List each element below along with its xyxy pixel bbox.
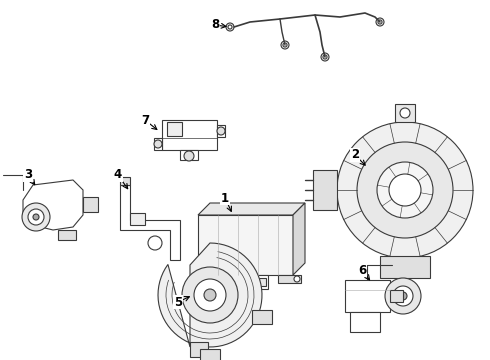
Polygon shape bbox=[278, 275, 301, 283]
Polygon shape bbox=[190, 275, 213, 283]
Text: 2: 2 bbox=[351, 148, 365, 165]
FancyBboxPatch shape bbox=[313, 170, 337, 210]
Circle shape bbox=[376, 18, 384, 26]
FancyBboxPatch shape bbox=[167, 122, 182, 136]
FancyBboxPatch shape bbox=[235, 278, 242, 286]
Text: 3: 3 bbox=[24, 168, 35, 185]
Circle shape bbox=[399, 292, 407, 300]
Text: 5: 5 bbox=[174, 296, 189, 309]
FancyBboxPatch shape bbox=[162, 120, 217, 150]
FancyBboxPatch shape bbox=[252, 310, 272, 324]
FancyBboxPatch shape bbox=[259, 278, 266, 286]
Polygon shape bbox=[293, 203, 305, 275]
FancyBboxPatch shape bbox=[380, 256, 430, 278]
Circle shape bbox=[389, 174, 421, 206]
Polygon shape bbox=[23, 180, 83, 230]
FancyBboxPatch shape bbox=[154, 138, 162, 150]
FancyBboxPatch shape bbox=[130, 213, 145, 225]
Circle shape bbox=[22, 203, 50, 231]
FancyBboxPatch shape bbox=[200, 349, 220, 360]
Circle shape bbox=[385, 278, 421, 314]
Text: 1: 1 bbox=[221, 192, 231, 211]
FancyBboxPatch shape bbox=[217, 125, 225, 137]
Text: 6: 6 bbox=[358, 264, 369, 280]
FancyBboxPatch shape bbox=[190, 342, 208, 357]
Text: 7: 7 bbox=[141, 113, 157, 130]
Circle shape bbox=[148, 236, 162, 250]
FancyBboxPatch shape bbox=[180, 150, 198, 160]
FancyBboxPatch shape bbox=[223, 275, 268, 289]
FancyBboxPatch shape bbox=[58, 230, 76, 240]
Circle shape bbox=[199, 276, 205, 282]
Circle shape bbox=[281, 41, 289, 49]
Circle shape bbox=[393, 286, 413, 306]
FancyBboxPatch shape bbox=[247, 278, 254, 286]
Circle shape bbox=[217, 127, 225, 135]
Circle shape bbox=[154, 140, 162, 148]
Text: 8: 8 bbox=[211, 18, 226, 31]
Circle shape bbox=[400, 108, 410, 118]
Circle shape bbox=[33, 214, 39, 220]
FancyBboxPatch shape bbox=[395, 104, 415, 122]
Polygon shape bbox=[120, 185, 180, 260]
Circle shape bbox=[357, 142, 453, 238]
Circle shape bbox=[294, 276, 300, 282]
Circle shape bbox=[28, 209, 44, 225]
Circle shape bbox=[228, 25, 232, 29]
Circle shape bbox=[378, 20, 382, 24]
Circle shape bbox=[337, 122, 473, 258]
Circle shape bbox=[323, 55, 327, 59]
FancyBboxPatch shape bbox=[350, 312, 380, 332]
Polygon shape bbox=[158, 243, 262, 347]
Circle shape bbox=[283, 43, 287, 47]
FancyBboxPatch shape bbox=[198, 215, 293, 275]
Circle shape bbox=[184, 151, 194, 161]
Polygon shape bbox=[198, 203, 305, 215]
Circle shape bbox=[321, 53, 329, 61]
Circle shape bbox=[377, 162, 433, 218]
Circle shape bbox=[204, 289, 216, 301]
Circle shape bbox=[194, 279, 226, 311]
FancyBboxPatch shape bbox=[390, 290, 403, 302]
Text: 4: 4 bbox=[114, 168, 128, 189]
FancyBboxPatch shape bbox=[83, 197, 98, 212]
FancyBboxPatch shape bbox=[345, 280, 390, 312]
Circle shape bbox=[182, 267, 238, 323]
Circle shape bbox=[226, 23, 234, 31]
Polygon shape bbox=[120, 177, 130, 185]
